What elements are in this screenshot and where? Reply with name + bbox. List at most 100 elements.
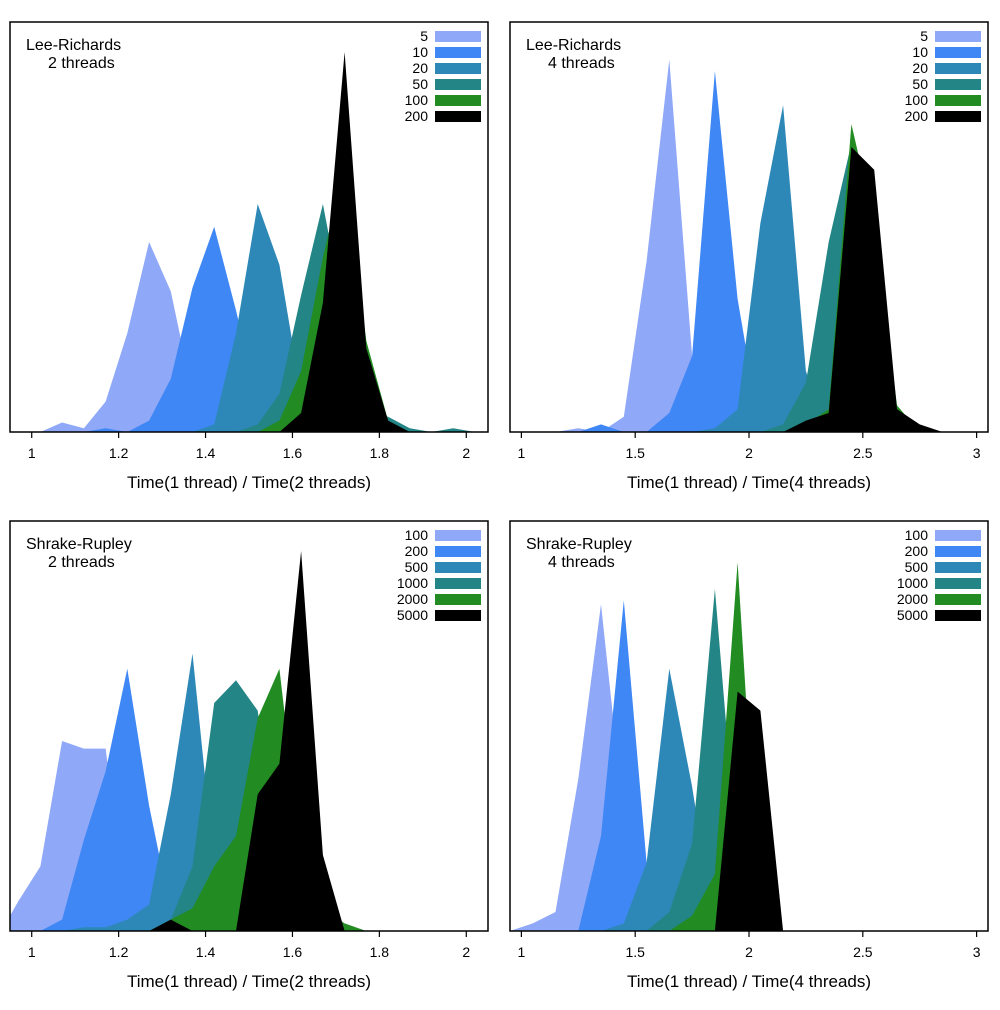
x-tick-label: 2 bbox=[745, 445, 753, 461]
x-tick-label: 1 bbox=[28, 445, 36, 461]
x-tick-label: 3 bbox=[973, 445, 981, 461]
legend-label-200: 200 bbox=[405, 543, 429, 559]
x-tick-label: 2 bbox=[462, 944, 470, 960]
legend-swatch-500 bbox=[435, 562, 481, 573]
legend-swatch-5000 bbox=[435, 610, 481, 621]
series-areas bbox=[510, 562, 784, 931]
x-tick-label: 1.2 bbox=[109, 445, 129, 461]
series-area-10 bbox=[578, 71, 761, 432]
series-area-5 bbox=[555, 59, 715, 432]
legend-swatch-10 bbox=[435, 47, 481, 58]
legend-label-500: 500 bbox=[405, 559, 429, 575]
x-axis-label: Time(1 thread) / Time(2 threads) bbox=[127, 972, 371, 991]
series-areas bbox=[555, 59, 943, 432]
x-tick-label: 1 bbox=[517, 944, 525, 960]
legend-swatch-2000 bbox=[935, 594, 981, 605]
x-tick-label: 1.8 bbox=[370, 944, 390, 960]
legend-label-50: 50 bbox=[912, 76, 928, 92]
chart-panel-4: 1 1.5 2 2.5 3 Time(1 thread) / Time(4 threads… bbox=[509, 520, 989, 991]
legend-swatch-20 bbox=[435, 63, 481, 74]
legend-label-10: 10 bbox=[912, 44, 928, 60]
legend-swatch-100 bbox=[935, 95, 981, 106]
series-area-5000 bbox=[149, 551, 345, 931]
series-area-20 bbox=[692, 105, 829, 432]
legend-label-2000: 2000 bbox=[897, 591, 928, 607]
legend-swatch-5000 bbox=[935, 610, 981, 621]
legend-label-500: 500 bbox=[905, 559, 929, 575]
x-axis-label: Time(1 thread) / Time(2 threads) bbox=[127, 473, 371, 492]
legend-swatch-2000 bbox=[435, 594, 481, 605]
series-area-200 bbox=[783, 147, 943, 432]
series-area-5000 bbox=[692, 691, 784, 931]
x-tick-label: 1.6 bbox=[283, 944, 303, 960]
x-tick-label: 1.2 bbox=[109, 944, 129, 960]
legend-label-5000: 5000 bbox=[397, 607, 428, 623]
plot-frame bbox=[9, 21, 489, 433]
panel-title-line1: Lee-Richards bbox=[26, 37, 121, 54]
legend-swatch-5 bbox=[935, 31, 981, 42]
legend-label-5: 5 bbox=[920, 28, 928, 44]
plot-frame bbox=[9, 520, 489, 932]
panel-title-line1: Lee-Richards bbox=[526, 37, 621, 54]
legend-label-10: 10 bbox=[412, 44, 428, 60]
legend-swatch-100 bbox=[435, 95, 481, 106]
x-axis: 1 1.5 2 2.5 3 bbox=[517, 432, 981, 461]
legend-swatch-50 bbox=[935, 79, 981, 90]
legend-label-20: 20 bbox=[412, 60, 428, 76]
legend-swatch-200 bbox=[935, 111, 981, 122]
legend-label-5000: 5000 bbox=[897, 607, 928, 623]
legend-swatch-1000 bbox=[435, 578, 481, 589]
legend-label-100: 100 bbox=[405, 527, 429, 543]
x-tick-label: 1 bbox=[517, 445, 525, 461]
x-tick-label: 2.5 bbox=[853, 944, 873, 960]
x-tick-label: 2 bbox=[462, 445, 470, 461]
x-tick-label: 1.4 bbox=[196, 445, 216, 461]
series-area-20 bbox=[170, 204, 367, 432]
legend-label-5: 5 bbox=[420, 28, 428, 44]
legend-swatch-100 bbox=[435, 530, 481, 541]
legend-label-200: 200 bbox=[405, 108, 429, 124]
x-axis-label: Time(1 thread) / Time(4 threads) bbox=[627, 972, 871, 991]
x-tick-label: 1.8 bbox=[370, 445, 390, 461]
x-tick-label: 1 bbox=[28, 944, 36, 960]
series-area-200 bbox=[279, 52, 410, 432]
panel-title-line1: Shrake-Rupley bbox=[26, 536, 132, 553]
panel-title-line1: Shrake-Rupley bbox=[526, 536, 632, 553]
x-axis: 1 1.5 2 2.5 3 bbox=[517, 931, 981, 960]
panel-title-line2: 4 threads bbox=[548, 554, 615, 571]
legend-swatch-200 bbox=[935, 546, 981, 557]
legend-label-100: 100 bbox=[905, 92, 929, 108]
x-tick-label: 1.4 bbox=[196, 944, 216, 960]
x-axis: 1 1.2 1.4 1.6 1.8 2 bbox=[28, 432, 470, 461]
legend-swatch-50 bbox=[435, 79, 481, 90]
x-tick-label: 2.5 bbox=[853, 445, 873, 461]
panel-title-line2: 4 threads bbox=[548, 55, 615, 72]
legend-swatch-20 bbox=[935, 63, 981, 74]
x-tick-label: 3 bbox=[973, 944, 981, 960]
series-areas bbox=[31, 52, 475, 432]
x-tick-label: 1.5 bbox=[625, 445, 645, 461]
legend-swatch-500 bbox=[935, 562, 981, 573]
legend-swatch-200 bbox=[435, 111, 481, 122]
legend-swatch-5 bbox=[435, 31, 481, 42]
legend-label-1000: 1000 bbox=[397, 575, 428, 591]
series-area-5 bbox=[31, 242, 258, 432]
x-axis-label: Time(1 thread) / Time(4 threads) bbox=[627, 473, 871, 492]
x-axis: 1 1.2 1.4 1.6 1.8 2 bbox=[28, 931, 470, 960]
chart-panel-1: 1 1.2 1.4 1.6 1.8 2 Time(1 thread) / Time(2 th… bbox=[9, 21, 489, 492]
chart-panel-3: 1 1.2 1.4 1.6 1.8 2 Time(1 thread) / Time(2 th… bbox=[9, 520, 489, 991]
x-tick-label: 1.6 bbox=[283, 445, 303, 461]
legend-swatch-10 bbox=[935, 47, 981, 58]
series-area-500 bbox=[62, 653, 236, 931]
panel-title-line2: 2 threads bbox=[48, 55, 115, 72]
legend-swatch-200 bbox=[435, 546, 481, 557]
legend-label-200: 200 bbox=[905, 543, 929, 559]
legend-label-1000: 1000 bbox=[897, 575, 928, 591]
series-areas bbox=[10, 551, 367, 931]
x-tick-label: 2 bbox=[745, 944, 753, 960]
